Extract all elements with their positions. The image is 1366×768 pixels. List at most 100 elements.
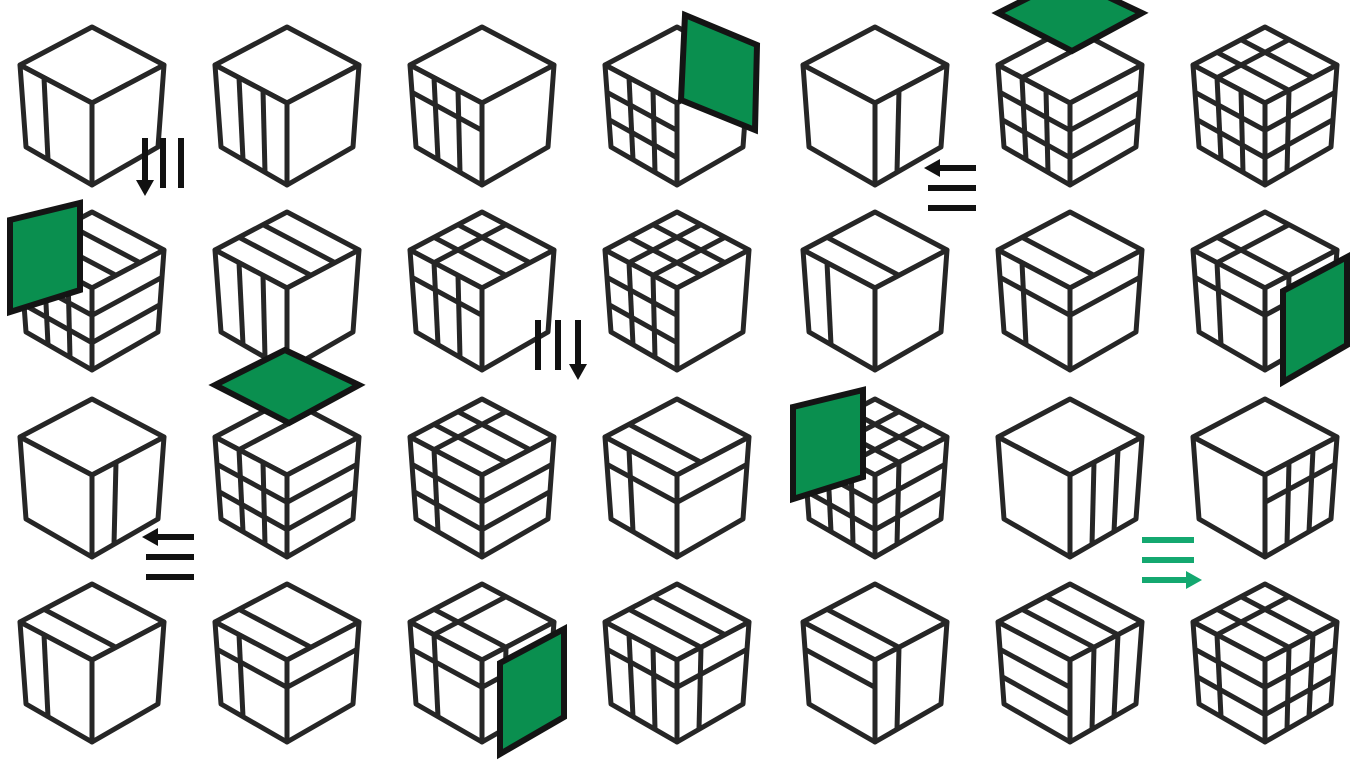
left-horizontal-line [803, 647, 877, 690]
cube-r3-c4 [602, 396, 752, 560]
top-line [1020, 607, 1096, 650]
arrow-right-r3 [1142, 537, 1202, 589]
right-vertical-line [1306, 449, 1316, 532]
left-horizontal-line [215, 647, 289, 690]
top-line [456, 222, 532, 265]
cube-r1-c6 [991, 0, 1149, 188]
top-line [432, 235, 508, 278]
left-horizontal-line [607, 302, 679, 345]
left-horizontal-line [217, 489, 289, 532]
left-horizontal-line [1000, 117, 1072, 160]
cube-r1-c7 [1190, 24, 1340, 188]
left-vertical-line [626, 262, 636, 345]
cut-plane [790, 386, 866, 504]
right-vertical-line [1089, 462, 1097, 545]
left-horizontal-line [805, 489, 877, 532]
left-horizontal-line [410, 647, 484, 690]
right-horizontal-line [1068, 117, 1140, 160]
top-line [456, 409, 532, 452]
right-vertical-line [1284, 462, 1292, 545]
top-line [627, 607, 703, 650]
cube-r4-c2 [212, 581, 362, 745]
cube-r1-c1 [17, 24, 167, 188]
top-line [1215, 607, 1291, 650]
arrow-head [924, 159, 940, 177]
cube-r3-c5 [790, 386, 950, 560]
left-vertical-line [824, 262, 834, 345]
cube-r4-c5 [800, 581, 950, 745]
left-horizontal-line [410, 462, 484, 505]
arrow-head [569, 364, 587, 380]
left-horizontal-line [215, 462, 289, 505]
left-horizontal-line [998, 90, 1072, 133]
cube-r4-c4 [602, 581, 752, 745]
top-line [651, 222, 727, 265]
cube-r3-c2 [208, 346, 366, 560]
cube-r2-c4 [602, 209, 752, 373]
top-line [1215, 222, 1291, 265]
right-vertical-line [894, 462, 902, 545]
left-horizontal-line [607, 117, 679, 160]
right-horizontal-line [1263, 90, 1337, 133]
left-horizontal-line [605, 462, 679, 505]
right-face [284, 62, 362, 188]
right-horizontal-line [1263, 462, 1337, 505]
top-line [651, 594, 727, 637]
left-vertical-line [1214, 634, 1224, 717]
cube-r2-c3 [407, 209, 557, 373]
left-vertical-line [650, 275, 658, 358]
left-vertical-line [455, 275, 463, 358]
right-horizontal-line [873, 462, 947, 505]
top-line [432, 409, 508, 452]
left-horizontal-line [1193, 647, 1267, 690]
left-vertical-line [236, 449, 246, 532]
right-vertical-line [894, 647, 902, 730]
left-vertical-line [431, 262, 441, 345]
right-horizontal-line [873, 489, 945, 532]
right-face [89, 619, 167, 745]
right-vertical-line [1111, 634, 1121, 717]
top-line [432, 594, 508, 637]
right-horizontal-line [1068, 90, 1142, 133]
cube-r1-c2 [212, 24, 362, 188]
top-line [1215, 235, 1291, 278]
cube-r2-c7 [1190, 209, 1350, 388]
right-horizontal-line [1068, 275, 1142, 318]
right-face [872, 247, 950, 373]
cut-plane [1280, 252, 1350, 388]
cube-r3-c3 [407, 396, 557, 560]
top-line [432, 222, 508, 265]
left-vertical-line [650, 90, 658, 173]
cube-r2-c2 [212, 209, 362, 373]
left-horizontal-line [22, 302, 94, 345]
cut-plane [991, 0, 1149, 55]
top-line [627, 235, 703, 278]
top-line [651, 235, 727, 278]
right-horizontal-line [1263, 117, 1335, 160]
left-vertical-line [626, 634, 636, 717]
top-line [1239, 37, 1315, 80]
left-vertical-line [41, 77, 51, 160]
cube-r3-c6 [995, 396, 1145, 560]
top-line [627, 222, 703, 265]
cube-r1-c4 [602, 10, 761, 188]
cube-r1-c3 [407, 24, 557, 188]
right-horizontal-line [285, 462, 359, 505]
left-vertical-line [626, 449, 636, 532]
left-horizontal-line [1193, 275, 1267, 318]
cube-r3-c1 [17, 396, 167, 560]
left-horizontal-line [998, 647, 1072, 690]
left-vertical-line [236, 77, 246, 160]
left-horizontal-line [605, 90, 679, 133]
left-vertical-line [236, 634, 246, 717]
top-line [42, 607, 118, 650]
arrow-down-left-r1 [136, 138, 184, 196]
right-face [1067, 247, 1145, 373]
right-vertical-line [111, 462, 119, 545]
top-line [261, 222, 337, 265]
left-horizontal-line [1195, 117, 1267, 160]
top-line [1215, 594, 1291, 637]
left-vertical-line [1238, 90, 1246, 173]
right-horizontal-line [285, 647, 359, 690]
arrow-left-r1 [924, 159, 976, 211]
